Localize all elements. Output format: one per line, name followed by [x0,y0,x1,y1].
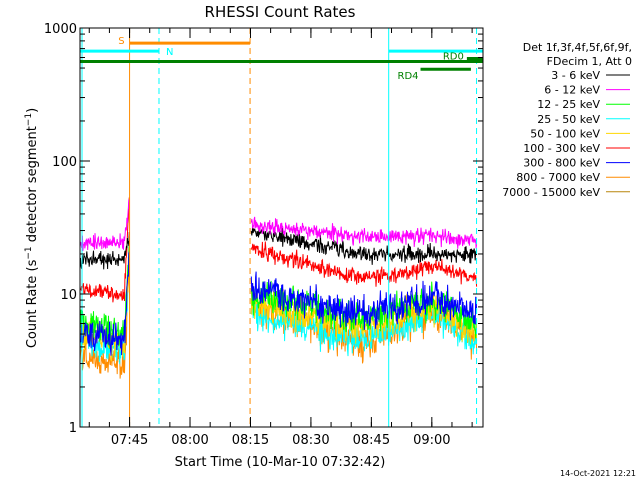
y-tick-label: 1000 [44,22,77,37]
legend-header-line: FDecim 1, Att 0 [547,55,632,68]
series-line-pre-gap [79,197,130,303]
x-tick-label: 07:45 [111,433,148,448]
series-line-post-gap [250,225,478,265]
legend-label: 50 - 100 keV [530,127,600,140]
y-axis-label-part: detector segment [25,126,40,246]
series-line-post-gap [250,271,478,330]
y-tick-label: 1 [69,421,77,436]
y-axis-label: Count Rate (s−1 detector segment−1) [24,108,40,348]
legend-label: 3 - 6 keV [551,69,600,82]
y-axis-label-part: −1 [24,246,34,259]
x-axis: 07:45 08:00 08:15 08:30 08:45 09:00 [88,28,473,448]
series-line-pre-gap [79,251,130,356]
series-line-post-gap [250,241,478,287]
legend-label: 6 - 12 keV [544,84,600,97]
y-axis: 1 10 100 1000 [44,22,483,436]
legend-label: 12 - 25 keV [537,98,600,111]
series-line-pre-gap [79,264,130,379]
footer-timestamp: 14-Oct-2021 12:21 [560,469,636,478]
x-tick-label: 08:00 [171,433,208,448]
series-line-pre-gap [79,199,130,251]
chart-title: RHESSI Count Rates [205,3,356,21]
legend-label: 25 - 50 keV [537,113,600,126]
legend-label: 300 - 800 keV [523,157,600,170]
legend-label: 7000 - 15000 keV [502,186,600,199]
plot-marker-layer [81,28,478,427]
annotation-label: S [118,36,124,47]
x-tick-label: 08:30 [292,433,329,448]
annotation-label: N [166,47,173,58]
y-tick-label: 100 [52,155,77,170]
legend-label: 100 - 300 keV [523,142,600,155]
plot-series-layer [79,197,478,379]
annotation-label: RD0 [443,51,464,62]
series-300-800-kev [79,251,478,356]
x-tick-label: 08:15 [232,433,269,448]
x-tick-label: 09:00 [413,433,450,448]
y-tick-label: 10 [60,288,77,303]
series-100-300-kev [79,197,478,303]
y-axis-label-part: ) [25,108,40,113]
y-axis-label-part: −1 [24,113,34,126]
series-line-post-gap [250,216,478,249]
legend-header-line: Det 1f,3f,4f,5f,6f,9f, [523,41,632,54]
plot-frame [79,27,484,428]
y-axis-label-part: Count Rate (s [25,259,40,348]
legend-label: 800 - 7000 keV [516,171,600,184]
series-3-6-kev [79,225,478,270]
legend: Det 1f,3f,4f,5f,6f,9f,FDecim 1, Att 03 -… [502,41,632,199]
annotation-label: N [166,47,173,58]
series-line-pre-gap [79,231,130,270]
series-6-12-kev [79,199,478,251]
annotation-label: RD4 [398,71,419,82]
x-tick-label: 08:45 [353,433,390,448]
x-axis-label: Start Time (10-Mar-10 07:32:42) [175,455,386,470]
